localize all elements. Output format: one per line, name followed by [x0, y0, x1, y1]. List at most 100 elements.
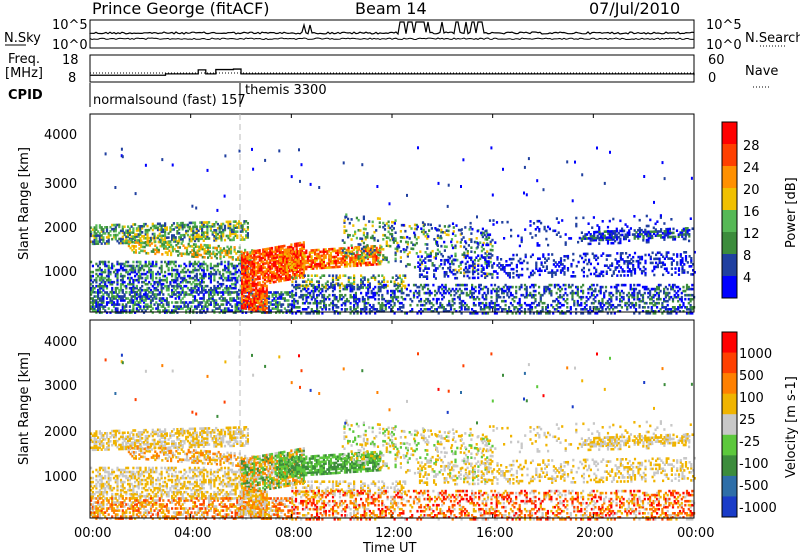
echo-cell [106, 285, 108, 288]
echo-cell [173, 222, 175, 225]
echo-cell [448, 300, 450, 303]
date-title: 07/Jul/2010 [589, 0, 680, 18]
echo-cell [136, 285, 138, 288]
echo-cell [124, 275, 126, 278]
echo-cell [108, 293, 110, 296]
echo-cell [391, 233, 393, 236]
echo-cell [131, 291, 133, 294]
echo-cell [468, 306, 470, 309]
echo-cell [575, 308, 577, 311]
echo-cell [220, 261, 222, 264]
echo-cell [519, 298, 521, 301]
echo-cell [587, 292, 589, 295]
echo-cell [352, 253, 354, 256]
echo-cell [577, 300, 579, 303]
echo-cell [355, 292, 357, 295]
echo-cell [339, 274, 341, 277]
echo-cell [343, 225, 345, 228]
echo-cell [210, 263, 212, 266]
echo-cell [124, 281, 126, 284]
echo-cell [108, 261, 110, 264]
echo-cell [454, 234, 456, 237]
echo-cell [153, 233, 155, 236]
echo-cell [291, 303, 293, 306]
echo-cell [343, 248, 345, 251]
echo-cell [363, 260, 365, 263]
echo-cell [563, 304, 565, 307]
cpid-mode-1: normalsound (fast) 157 [93, 93, 246, 108]
echo-cell [230, 246, 232, 249]
echo-cell [291, 276, 293, 279]
echo-cell [451, 238, 453, 241]
echo-cell [470, 246, 472, 249]
echo-cell [394, 302, 396, 305]
echo-cell [118, 224, 120, 227]
echo-cell [102, 236, 104, 239]
echo-cell [287, 299, 289, 302]
echo-cell [400, 240, 402, 243]
echo-cell [405, 249, 407, 252]
echo-cell [298, 284, 300, 287]
station-title: Prince George (fitACF) [92, 0, 270, 18]
echo-cell [291, 290, 293, 293]
echo-cell [379, 254, 381, 257]
echo-cell [159, 291, 161, 294]
echo-cell [158, 249, 160, 252]
echo-cell [146, 225, 148, 228]
echo-cell [582, 296, 584, 299]
echo-cell [109, 271, 111, 274]
echo-cell [566, 294, 568, 297]
echo-cell [403, 236, 405, 239]
echo-cell [393, 227, 395, 230]
cpid-mode-2: themis 3300 [245, 83, 327, 98]
echo-cell [244, 249, 246, 252]
echo-cell [372, 225, 374, 228]
echo-cell [564, 284, 566, 287]
echo-cell [633, 284, 635, 287]
echo-cell [638, 304, 640, 307]
echo-cell [635, 308, 637, 311]
echo-cell [621, 306, 623, 309]
echo-cell [408, 284, 410, 287]
echo-cell [356, 251, 358, 254]
noise-left-label: N.Sky [4, 31, 41, 46]
echo-cell [347, 218, 349, 221]
echo-cell [203, 267, 205, 270]
noise-right-tick-top: 10^5 [706, 18, 742, 33]
echo-cell [177, 242, 179, 245]
echo-cell [161, 265, 163, 268]
echo-cell [593, 284, 595, 287]
echo-cell [137, 239, 139, 242]
echo-cell [141, 285, 143, 288]
echo-cell [108, 307, 110, 310]
echo-cell [374, 286, 376, 289]
echo-cell [474, 259, 476, 262]
echo-cell [409, 237, 411, 240]
echo-cell [564, 288, 566, 291]
freq-left-label-2: [MHz] [5, 66, 43, 81]
echo-cell [350, 306, 352, 309]
echo-cell [531, 306, 533, 309]
echo-cell [623, 296, 625, 299]
echo-cell [297, 274, 299, 277]
echo-cell [354, 247, 356, 250]
echo-cell [658, 302, 660, 305]
echo-cell [343, 241, 345, 244]
echo-cell [154, 240, 156, 243]
echo-cell [463, 252, 465, 255]
echo-cell [196, 226, 198, 229]
echo-cell [162, 303, 164, 306]
echo-cell [351, 218, 353, 221]
echo-cell [318, 284, 320, 287]
echo-cell [161, 253, 163, 256]
echo-cell [447, 230, 449, 233]
echo-cell [594, 300, 596, 303]
echo-cell [354, 231, 356, 234]
echo-cell [224, 261, 226, 264]
echo-cell [432, 304, 434, 307]
echo-cell [303, 241, 305, 244]
beam-title: Beam 14 [355, 0, 427, 18]
echo-cell [205, 273, 207, 276]
echo-cell [596, 284, 598, 287]
echo-cell [432, 250, 434, 253]
